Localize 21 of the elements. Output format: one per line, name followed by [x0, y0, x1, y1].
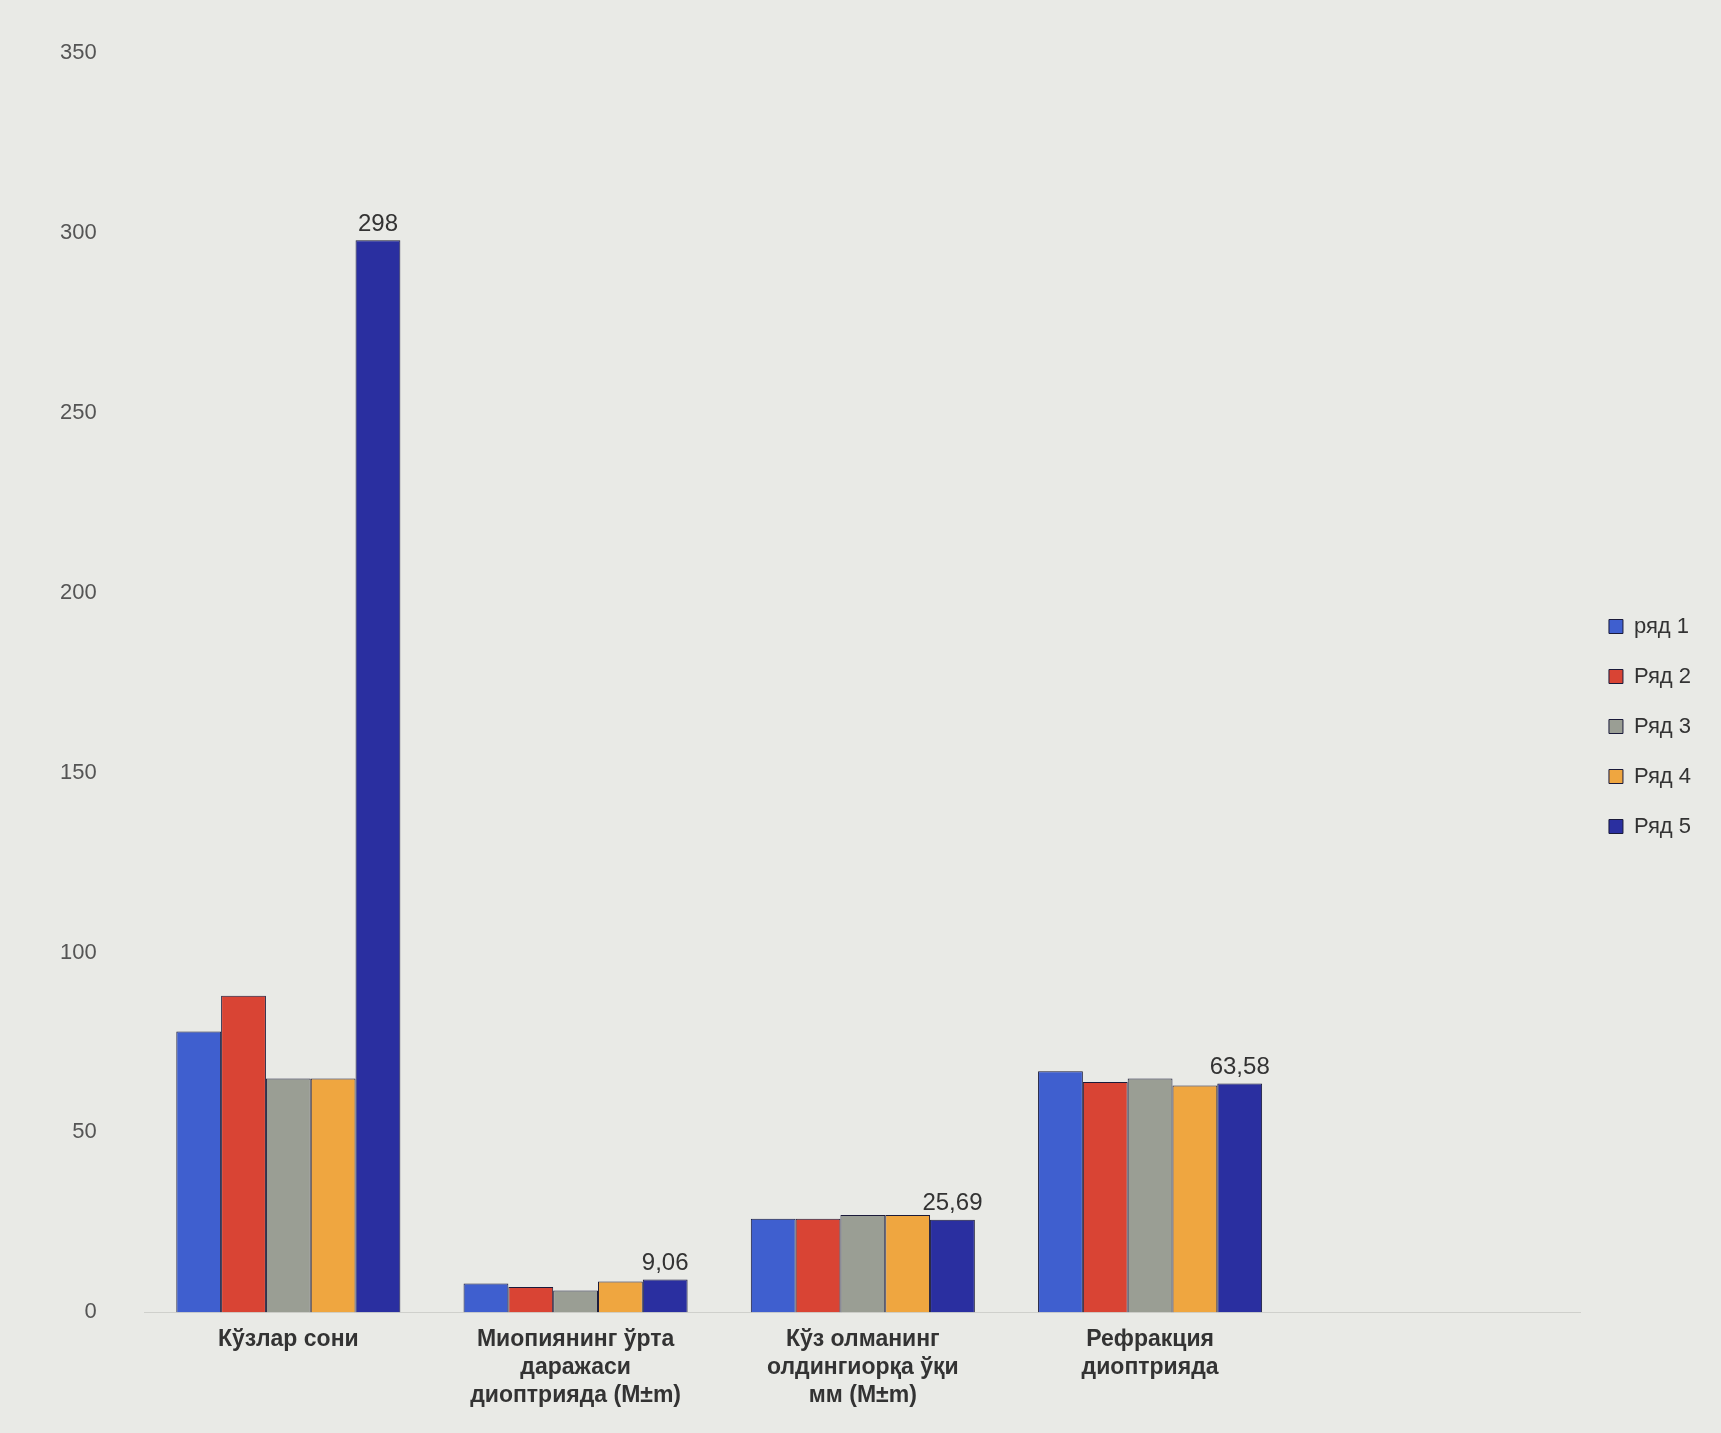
x-tick-label: Рефракция диоптрияда: [1081, 1325, 1219, 1379]
y-tick-label: 0: [84, 1298, 97, 1324]
y-tick-label: 150: [59, 758, 97, 784]
legend-label: Ряд 5: [1633, 812, 1692, 838]
y-tick-label: 50: [72, 1118, 97, 1144]
data-label: 298: [357, 208, 398, 236]
y-tick-label: 100: [59, 938, 97, 964]
legend-label: Ряд 4: [1633, 762, 1692, 788]
x-tick-label: Кўзлар сони: [217, 1325, 359, 1352]
y-tick-label: 300: [59, 219, 97, 245]
y-tick-label: 250: [59, 398, 97, 424]
data-label: 9,06: [641, 1248, 689, 1276]
y-tick-label: 350: [59, 39, 97, 65]
legend-label: Ряд 3: [1633, 712, 1692, 738]
data-label: 25,69: [922, 1188, 983, 1216]
legend-label: ряд 1: [1633, 612, 1690, 638]
x-tick-label: Кўз олманинг олдингиорқа ўқи мм (M±m): [767, 1325, 959, 1407]
y-tick-label: 200: [59, 578, 97, 604]
data-label: 63,58: [1209, 1052, 1270, 1080]
x-tick-label: Миопиянинг ўрта даражаси диоптрияда (M±m): [470, 1325, 682, 1407]
legend-label: Ряд 2: [1633, 662, 1692, 688]
